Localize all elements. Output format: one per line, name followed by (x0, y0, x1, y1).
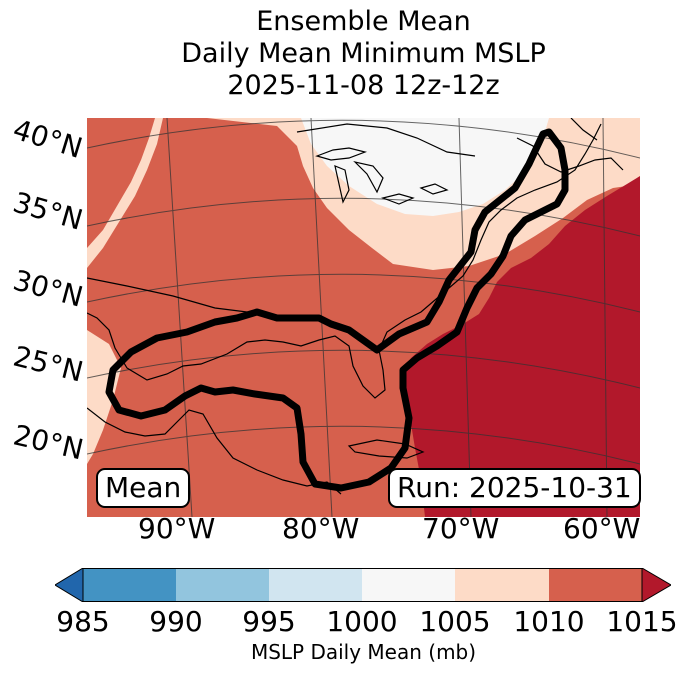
title-line-1: Ensemble Mean (256, 6, 471, 37)
colorbar-tick-1015: 1015 (606, 605, 678, 638)
lat-label-20: 20°N (10, 418, 87, 467)
title-line-2: Daily Mean Minimum MSLP (181, 38, 546, 69)
lat-label-30: 30°N (9, 263, 87, 314)
colorbar-bin-1010-1015 (549, 568, 642, 602)
colorbar-bin-985-990 (83, 568, 176, 602)
field-1005-1010-west (87, 118, 163, 268)
field-above-1015 (403, 176, 640, 517)
colorbar-over-arrow (641, 568, 671, 602)
colorbar-bin-1000-1005 (362, 568, 455, 602)
lat-label-25: 25°N (10, 339, 87, 389)
colorbar-tick-1010: 1010 (513, 605, 585, 638)
colorbar-label: MSLP Daily Mean (mb) (250, 640, 477, 664)
colorbar-tick-1005: 1005 (419, 605, 491, 638)
colorbar (55, 568, 671, 602)
contour-outline (105, 128, 569, 492)
colorbar-under-arrow (55, 568, 84, 602)
lon-label-70: 70°W (422, 512, 500, 545)
colorbar-tick-1000: 1000 (326, 605, 398, 638)
field-1000-1005 (301, 118, 549, 216)
colorbar-tick-985: 985 (56, 605, 110, 638)
colorbar-bin-1005-1010 (455, 568, 549, 602)
mslp-map (87, 118, 640, 517)
field-1005-1010-southwest (87, 330, 121, 464)
lat-label-35: 35°N (9, 185, 87, 237)
colorbar-tick-990: 990 (149, 605, 203, 638)
title-line-3: 2025-11-08 12z-12z (227, 70, 500, 101)
graticule (87, 118, 640, 517)
mean-label-box: Mean (96, 468, 191, 508)
lon-label-80: 80°W (282, 512, 360, 545)
colorbar-bin-990-995 (176, 568, 269, 602)
lat-label-40: 40°N (9, 112, 87, 165)
run-date-box: Run: 2025-10-31 (388, 468, 641, 508)
lon-label-60: 60°W (563, 512, 641, 545)
colorbar-tick-995: 995 (242, 605, 296, 638)
lon-label-90: 90°W (138, 512, 216, 545)
colorbar-bin-995-1000 (269, 568, 362, 602)
